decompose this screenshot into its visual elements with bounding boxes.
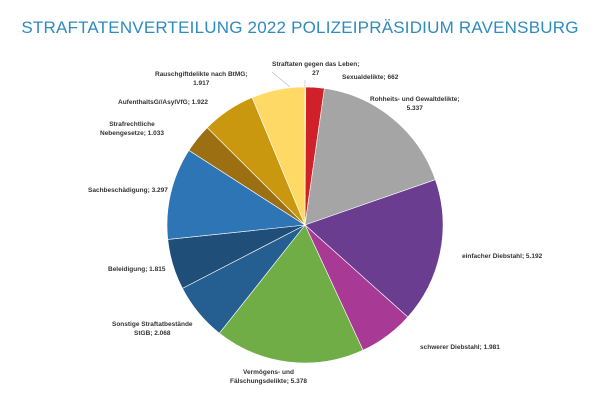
data-label: Strafrechtliche Nebengesetze; 1.033 xyxy=(100,121,164,137)
data-label: AufenthaltsG//AsylVfG; 1.922 xyxy=(118,99,208,106)
data-label: Sonstige Straftatbestände StGB; 2.068 xyxy=(112,321,193,337)
leader-line xyxy=(271,71,291,88)
data-label: Straftaten gegen das Leben; 27 xyxy=(272,61,360,77)
data-label: Sexualdelikte; 662 xyxy=(342,74,399,81)
data-label: Sachbeschädigung; 3.297 xyxy=(88,187,168,194)
pie-slice xyxy=(304,179,444,318)
data-label: schwerer Diebstahl; 1.981 xyxy=(420,344,500,351)
data-label: Beleidigung; 1.815 xyxy=(108,266,166,273)
pie-slice xyxy=(218,224,364,364)
data-label: Vermögens- und Fälschungsdelikte; 5.378 xyxy=(230,369,307,385)
data-label: Rohheits- und Gewaltdelikte; 5.337 xyxy=(370,96,460,112)
pie-slice xyxy=(166,149,306,240)
chart-title: STRAFTATENVERTEILUNG 2022 POLIZEIPRÄSIDI… xyxy=(21,18,579,37)
data-label: einfacher Diebstahl; 5.192 xyxy=(462,253,543,260)
data-label: Rauschgiftdelikte nach BtMG; 1.917 xyxy=(155,71,248,87)
